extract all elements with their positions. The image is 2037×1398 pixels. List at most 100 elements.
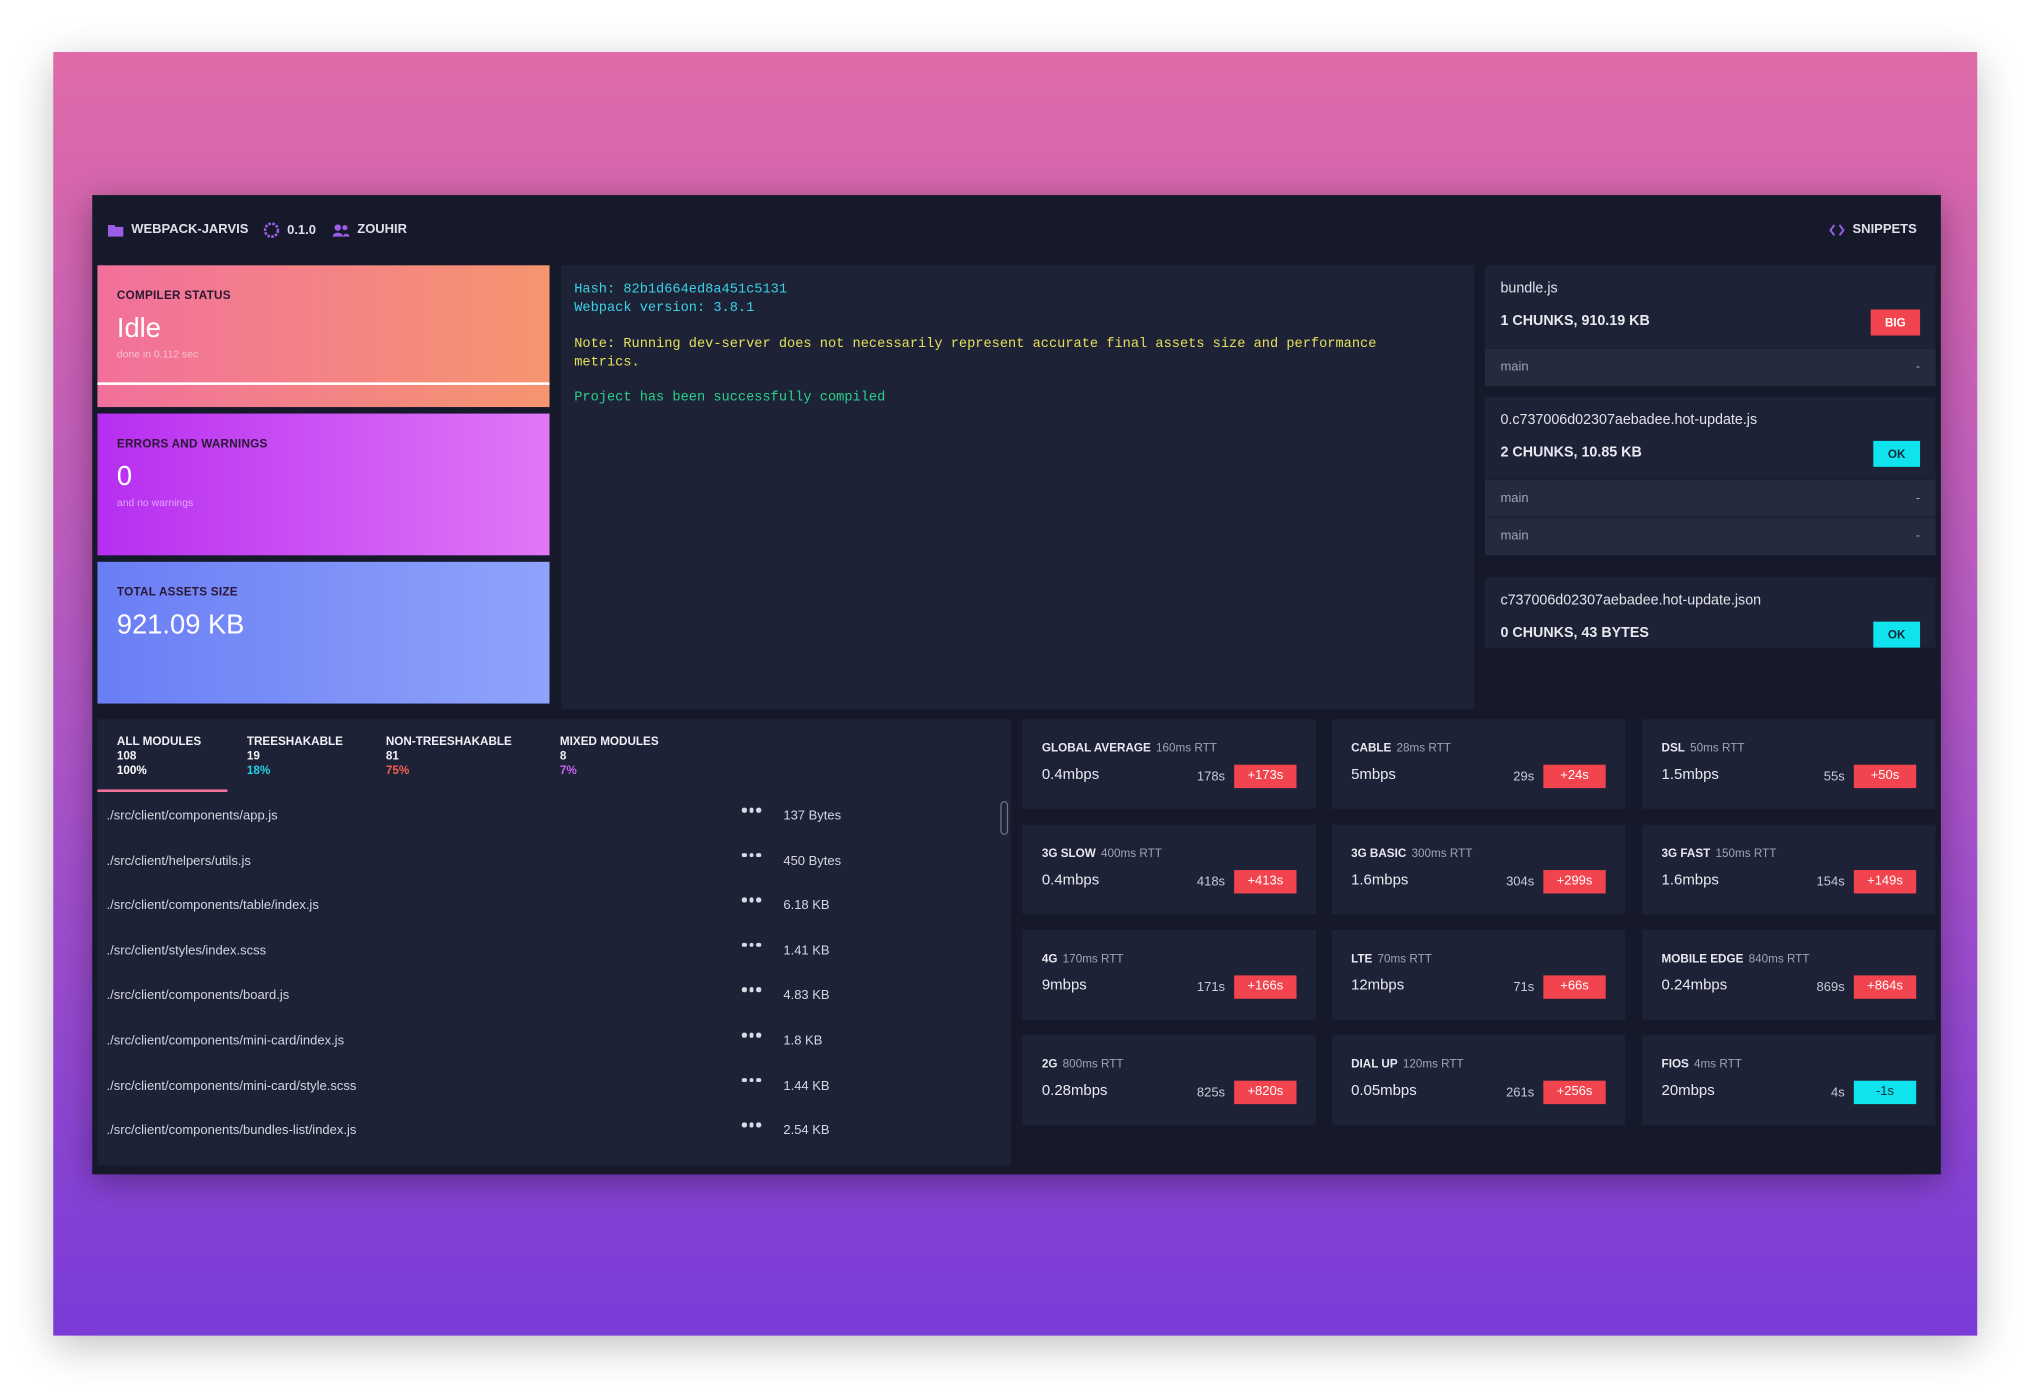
dot: [748, 987, 754, 993]
network-speed: 0.05mbps: [1351, 1083, 1417, 1099]
module-path: ./src/client/components/mini-card/index.…: [106, 1033, 345, 1049]
network-speed: 0.4mbps: [1041, 872, 1100, 889]
module-path: ./src/client/components/table/index.js: [106, 898, 319, 914]
modules-panel: ALL MODULES 108 100% TREESHAKABLE 19 18% NON-T…: [97, 719, 1011, 1166]
more-button[interactable]: [741, 897, 761, 903]
tab-label: ALL MODULES: [116, 734, 202, 748]
module-tab[interactable]: TREESHAKABLE 19 18%: [247, 735, 343, 778]
network-rtt: 400ms RTT: [1101, 846, 1162, 860]
network-diff: +299s: [1543, 870, 1606, 894]
network-tile: FIOS 4ms RTT 20mbps 4s -1s: [1642, 1035, 1936, 1125]
dot: [756, 1032, 761, 1038]
more-button[interactable]: [741, 852, 761, 858]
network-name: MOBILE EDGE: [1661, 951, 1744, 965]
module-row: ./src/client/components/app.js 137 Bytes: [97, 793, 984, 837]
module-tab[interactable]: ALL MODULES 108 100%: [117, 735, 201, 778]
network-name: FIOS: [1661, 1057, 1689, 1071]
network-title: DIAL UP 120ms RTT: [1351, 1057, 1464, 1070]
dot: [741, 807, 747, 813]
module-path: ./src/client/components/mini-card/style.…: [106, 1078, 357, 1094]
network-name: CABLE: [1351, 741, 1392, 755]
network-time: 178s: [1196, 769, 1226, 785]
network-speed: 1.6mbps: [1351, 872, 1409, 889]
more-button[interactable]: [741, 1032, 761, 1038]
project-text: WEBPACK-JARVIS: [131, 222, 249, 237]
dot: [756, 852, 761, 858]
more-button[interactable]: [741, 942, 761, 948]
snippets-link[interactable]: SNIPPETS: [1829, 222, 1917, 237]
network-tile: DSL 50ms RTT 1.5mbps 55s +50s: [1642, 719, 1936, 809]
tab-count: 8: [559, 749, 567, 763]
dot: [741, 897, 747, 903]
dot: [748, 852, 754, 858]
network-title: DSL 50ms RTT: [1662, 741, 1745, 754]
asset-summary: 2 CHUNKS, 10.85 KB: [1500, 444, 1642, 461]
network-name: 3G SLOW: [1041, 846, 1096, 860]
network-time: 55s: [1823, 769, 1845, 785]
chunk-row: main -: [1484, 478, 1936, 518]
active-tab-underline: [97, 789, 228, 793]
more-button[interactable]: [741, 807, 761, 813]
module-tab[interactable]: MIXED MODULES 8 7%: [560, 735, 659, 778]
dot: [741, 1077, 747, 1083]
module-row: ./src/client/helpers/utils.js 450 Bytes: [97, 838, 984, 882]
network-time: 418s: [1196, 875, 1226, 890]
network-diff: +50s: [1853, 764, 1917, 789]
module-tab[interactable]: NON-TREESHAKABLE 81 75%: [386, 735, 512, 778]
network-rtt: 300ms RTT: [1411, 846, 1473, 860]
project-name[interactable]: WEBPACK-JARVIS: [107, 222, 249, 237]
network-title: GLOBAL AVERAGE 160ms RTT: [1042, 741, 1217, 754]
more-button[interactable]: [741, 1077, 761, 1083]
tab-percent: 100%: [116, 763, 147, 777]
network-diff: +149s: [1853, 870, 1917, 894]
scrollbar[interactable]: [1000, 801, 1009, 835]
asset-name: 0.c737006d02307aebadee.hot-update.js: [1500, 412, 1758, 428]
network-diff: +413s: [1234, 870, 1297, 894]
network-diff: +256s: [1543, 1080, 1606, 1105]
card-subtitle: done in 0.112 sec: [116, 348, 199, 361]
module-path: ./src/client/components/board.js: [106, 988, 290, 1004]
network-tile: 3G SLOW 400ms RTT 0.4mbps 418s +413s: [1022, 824, 1316, 915]
dot: [756, 807, 761, 813]
chunk-value: -: [1915, 491, 1921, 506]
network-time: 261s: [1506, 1085, 1535, 1101]
network-time: 71s: [1513, 980, 1535, 995]
assets-card: TOTAL ASSETS SIZE 921.09 KB: [97, 561, 550, 704]
asset-card: c737006d02307aebadee.hot-update.json 0 CH…: [1484, 577, 1936, 648]
chunk-value: -: [1915, 529, 1921, 544]
network-diff: +864s: [1853, 975, 1917, 999]
dot: [756, 1077, 761, 1083]
network-rtt: 70ms RTT: [1377, 951, 1432, 965]
module-size: 1.44 KB: [783, 1078, 830, 1094]
module-row: ./src/client/components/mini-card/style.…: [97, 1063, 984, 1107]
dot: [748, 897, 754, 903]
more-button[interactable]: [741, 1122, 761, 1128]
tab-percent: 75%: [385, 763, 410, 777]
more-button[interactable]: [741, 987, 761, 993]
network-speed: 0.4mbps: [1041, 767, 1100, 783]
card-value: Idle: [116, 313, 161, 344]
dot: [748, 1122, 754, 1128]
network-title: MOBILE EDGE 840ms RTT: [1662, 952, 1810, 965]
network-name: LTE: [1351, 951, 1373, 965]
network-title: LTE 70ms RTT: [1351, 952, 1432, 965]
network-rtt: 28ms RTT: [1396, 741, 1451, 755]
asset-badge: OK: [1873, 621, 1921, 648]
dot: [741, 852, 747, 858]
dot: [741, 942, 747, 948]
network-rtt: 800ms RTT: [1062, 1057, 1124, 1071]
network-time: 825s: [1196, 1085, 1226, 1101]
network-speed: 1.6mbps: [1661, 872, 1719, 889]
module-path: ./src/client/components/bundles-list/ind…: [106, 1123, 357, 1139]
asset-card: 0.c737006d02307aebadee.hot-update.js 2 CH…: [1484, 396, 1936, 556]
network-title: 2G 800ms RTT: [1042, 1057, 1124, 1070]
module-row: ./src/client/components/mini-card/index.…: [97, 1018, 984, 1062]
dot: [741, 987, 747, 993]
tab-label: TREESHAKABLE: [246, 734, 343, 748]
network-diff: +820s: [1234, 1080, 1297, 1105]
network-title: FIOS 4ms RTT: [1662, 1057, 1742, 1070]
network-speed: 5mbps: [1351, 767, 1396, 783]
module-size: 137 Bytes: [783, 808, 842, 824]
card-value: 921.09 KB: [116, 609, 245, 640]
